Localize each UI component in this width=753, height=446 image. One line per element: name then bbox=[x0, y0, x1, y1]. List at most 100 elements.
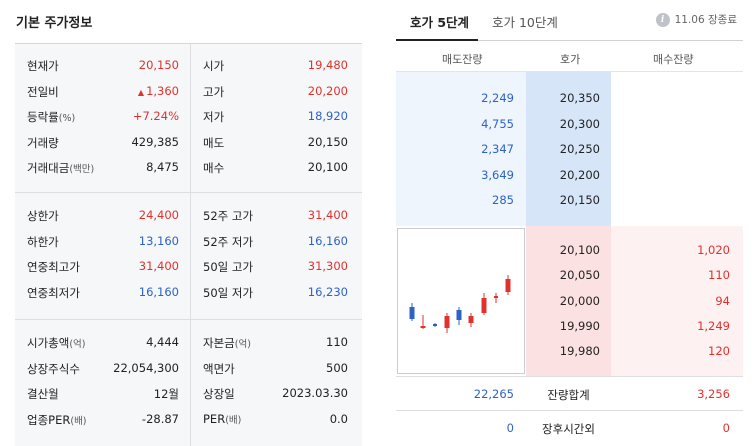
info-label: 52주 저가 bbox=[203, 234, 253, 250]
ask-price[interactable]: 20,250 bbox=[559, 142, 600, 156]
info-label-unit: (배) bbox=[70, 415, 87, 427]
orderbook-tabs: 호가 5단계 호가 10단계 i 11.06 장종료 bbox=[396, 0, 743, 41]
section-title-basic-info: 기본 주가정보 bbox=[16, 16, 93, 31]
info-label: 하한가 bbox=[27, 234, 59, 250]
ask-price[interactable]: 20,150 bbox=[559, 193, 600, 207]
info-label-text: 저가 bbox=[203, 110, 225, 124]
info-label-text: 상장일 bbox=[203, 387, 235, 401]
info-label-text: 52주 저가 bbox=[203, 234, 254, 249]
info-row: 상한가 24,400 52주 고가 31,400 bbox=[15, 204, 362, 228]
info-value: +7.24% bbox=[133, 109, 179, 123]
orderbook-header: 매도잔량 호가 매수잔량 bbox=[396, 42, 743, 72]
info-label: 거래대금(백만) bbox=[27, 160, 94, 176]
bid-qty: 110 bbox=[708, 268, 730, 283]
info-row: 거래량 429,385 매도 20,150 bbox=[15, 131, 362, 155]
info-label-unit: (%) bbox=[58, 113, 76, 124]
info-value-text: 13,160 bbox=[138, 233, 179, 248]
info-label-text: 고가 bbox=[203, 84, 225, 99]
bid-price-area bbox=[526, 226, 611, 376]
ask-price[interactable]: 20,200 bbox=[559, 167, 600, 182]
total-qty-label: 잔량합계 bbox=[547, 388, 590, 402]
info-label-text: 전일비 bbox=[27, 84, 59, 99]
ask-qty: 2,347 bbox=[481, 142, 514, 156]
info-value-text: 12월 bbox=[153, 387, 179, 401]
info-value-text: 20,150 bbox=[138, 58, 179, 72]
candle bbox=[444, 313, 450, 333]
info-value: 500 bbox=[326, 360, 348, 375]
candle bbox=[409, 303, 415, 321]
bid-price[interactable]: 20,050 bbox=[559, 268, 600, 283]
info-label-text: 거래량 bbox=[27, 135, 59, 150]
info-label: 등락률(%) bbox=[27, 109, 75, 125]
info-value: 4,444 bbox=[146, 335, 179, 349]
info-value: 19,480 bbox=[307, 58, 348, 72]
info-label-text: 시가총액 bbox=[27, 336, 70, 350]
column-divider bbox=[190, 320, 191, 446]
after-hours-bid-qty: 0 bbox=[722, 421, 730, 435]
info-value: 18,920 bbox=[307, 109, 348, 123]
info-row: 거래대금(백만) 8,475 매수 20,100 bbox=[15, 156, 362, 180]
info-value: 20,100 bbox=[307, 160, 348, 174]
info-value-text: -28.87 bbox=[141, 411, 179, 426]
after-hours-ask-qty: 0 bbox=[506, 421, 514, 435]
info-label: 전일비 bbox=[27, 84, 59, 100]
info-label: 50일 저가 bbox=[203, 285, 253, 301]
candle bbox=[505, 275, 511, 295]
bid-price[interactable]: 20,000 bbox=[559, 293, 600, 308]
info-value: 20,200 bbox=[307, 83, 348, 98]
info-value: 16,160 bbox=[307, 233, 348, 248]
bid-price[interactable]: 19,980 bbox=[559, 344, 600, 359]
tab-10-levels[interactable]: 호가 10단계 bbox=[492, 15, 558, 30]
info-label: 결산월 bbox=[27, 386, 59, 402]
bid-price[interactable]: 20,100 bbox=[559, 243, 600, 257]
bid-qty-area bbox=[611, 226, 743, 376]
info-value: 20,150 bbox=[307, 134, 348, 149]
info-value-text: 16,160 bbox=[138, 284, 179, 299]
info-label-unit: (배) bbox=[225, 414, 242, 426]
info-value: 31,400 bbox=[139, 259, 179, 273]
tab-5-levels[interactable]: 호가 5단계 bbox=[410, 15, 470, 30]
info-label: 매수 bbox=[203, 160, 224, 176]
info-value-text: 24,400 bbox=[138, 208, 179, 222]
info-value-text: +7.24% bbox=[132, 109, 179, 123]
bid-price[interactable]: 19,990 bbox=[559, 318, 600, 333]
info-row: 시가총액(억) 4,444 자본금(억) 110 bbox=[15, 331, 362, 355]
info-label: 50일 고가 bbox=[203, 259, 253, 275]
info-row: 상장주식수 22,054,300 액면가 500 bbox=[15, 357, 362, 381]
info-label: 고가 bbox=[203, 84, 224, 100]
ask-price[interactable]: 20,300 bbox=[559, 116, 600, 131]
info-value-text: 8,475 bbox=[146, 160, 179, 174]
info-label-text: 50일 고가 bbox=[203, 260, 254, 274]
info-label-text: 업종PER bbox=[27, 412, 71, 427]
info-label: 연중최저가 bbox=[27, 285, 80, 301]
group-divider bbox=[15, 192, 362, 193]
info-value: 16,160 bbox=[139, 285, 179, 299]
up-arrow-icon: ▲ bbox=[137, 87, 145, 97]
footer-divider bbox=[396, 410, 743, 411]
info-value: 110 bbox=[326, 335, 348, 349]
info-row: 등락률(%) +7.24% 저가 18,920 bbox=[15, 105, 362, 129]
info-label-text: 거래대금 bbox=[27, 161, 70, 175]
info-value: 16,230 bbox=[307, 284, 348, 299]
bid-qty: 1,020 bbox=[697, 243, 730, 257]
ask-price[interactable]: 20,350 bbox=[559, 91, 600, 105]
candle bbox=[456, 307, 462, 325]
info-value-text: 31,400 bbox=[138, 259, 179, 273]
after-hours-label: 장후시간외 bbox=[542, 422, 595, 436]
bid-qty: 94 bbox=[715, 293, 730, 308]
info-label-unit: (억) bbox=[69, 339, 86, 350]
info-value: ▲ 1,360 bbox=[138, 84, 179, 98]
info-icon[interactable]: i bbox=[655, 12, 670, 27]
info-row: 업종PER(배) -28.87 PER(배) 0.0 bbox=[15, 408, 362, 432]
intraday-candle-chart bbox=[397, 228, 525, 374]
info-label-text: 현재가 bbox=[27, 59, 59, 73]
candle bbox=[481, 293, 487, 315]
info-label: 상한가 bbox=[27, 208, 59, 224]
info-label-text: 하한가 bbox=[27, 234, 59, 249]
info-value: 0.0 bbox=[329, 411, 348, 426]
info-value-text: 1,360 bbox=[146, 83, 179, 98]
info-value: 12월 bbox=[154, 386, 179, 402]
info-label: 연중최고가 bbox=[27, 259, 80, 275]
ask-qty: 285 bbox=[492, 193, 514, 207]
active-tab-indicator bbox=[396, 39, 478, 41]
